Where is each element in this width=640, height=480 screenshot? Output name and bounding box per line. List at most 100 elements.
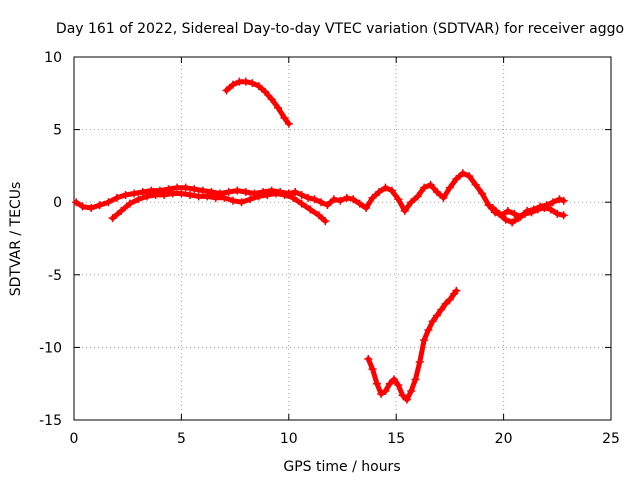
data-point	[368, 365, 377, 374]
data-point	[87, 204, 96, 213]
data-point	[533, 205, 542, 214]
data-point	[224, 188, 233, 197]
data-point	[402, 395, 411, 404]
data-point	[168, 189, 177, 198]
data-point	[488, 204, 497, 213]
data-point	[433, 311, 442, 320]
series-line	[224, 79, 292, 127]
data-point	[228, 80, 237, 89]
data-point	[194, 192, 203, 201]
data-point	[424, 325, 433, 334]
data-point	[130, 189, 139, 198]
data-point	[439, 193, 448, 202]
data-point	[478, 189, 487, 198]
data-point	[394, 195, 403, 204]
data-series	[72, 77, 568, 404]
data-point	[274, 103, 283, 112]
series-right-track-secondary	[488, 204, 568, 227]
data-point	[121, 190, 130, 199]
data-point	[321, 217, 330, 226]
data-point	[284, 119, 293, 128]
data-point	[289, 193, 298, 202]
data-point	[254, 82, 263, 91]
data-point	[501, 215, 510, 224]
data-point	[143, 192, 152, 201]
x-tick-label: 20	[495, 431, 513, 447]
data-point	[297, 190, 306, 199]
data-point	[198, 186, 207, 195]
data-point	[381, 386, 390, 395]
y-tick-label: -5	[48, 268, 62, 284]
data-point	[222, 86, 231, 95]
data-point	[553, 209, 562, 218]
data-point	[220, 193, 229, 202]
data-point	[514, 214, 523, 223]
data-point	[342, 193, 351, 202]
data-point	[527, 208, 536, 217]
data-point	[297, 199, 306, 208]
data-point	[471, 180, 480, 189]
series-line	[365, 288, 459, 403]
data-point	[559, 211, 568, 220]
data-point	[263, 190, 272, 199]
data-point	[559, 196, 568, 205]
y-tick-label: -10	[39, 340, 62, 356]
data-point	[304, 193, 313, 202]
data-point	[261, 87, 270, 96]
data-point	[445, 183, 454, 192]
data-point	[411, 375, 420, 384]
data-point	[510, 209, 519, 218]
y-tick-label: -15	[39, 413, 62, 429]
data-point	[151, 190, 160, 199]
data-point	[248, 79, 257, 88]
data-point	[317, 198, 326, 207]
data-point	[387, 186, 396, 195]
data-point	[134, 195, 143, 204]
data-point	[437, 305, 446, 314]
data-point	[555, 195, 564, 204]
y-axis-label: SDTVAR / TECUs	[8, 182, 24, 297]
data-point	[445, 295, 454, 304]
data-point	[271, 189, 280, 198]
data-point	[108, 214, 117, 223]
data-point	[323, 201, 332, 210]
grid-lines	[74, 57, 611, 420]
data-point	[394, 381, 403, 390]
y-tick-label: 5	[53, 123, 62, 139]
data-point	[112, 193, 121, 202]
data-point	[452, 286, 461, 295]
data-point	[125, 199, 134, 208]
data-point	[203, 192, 212, 201]
series-main-track-secondary	[108, 189, 330, 226]
data-point	[465, 172, 474, 181]
data-point	[441, 299, 450, 308]
data-point	[355, 199, 364, 208]
data-point	[72, 198, 81, 207]
data-point	[407, 198, 416, 207]
x-tick-label: 5	[177, 431, 186, 447]
x-tick-label: 15	[387, 431, 405, 447]
plot-frame	[73, 56, 612, 421]
data-point	[177, 189, 186, 198]
tick-labels: 0 5 10 15 20 25 -15 -10 -5 0 5 10	[39, 50, 620, 447]
data-point	[398, 391, 407, 400]
data-point	[117, 206, 126, 215]
data-point	[291, 188, 300, 197]
x-axis-label: GPS time / hours	[283, 459, 400, 475]
data-point	[267, 95, 276, 104]
data-point	[420, 183, 429, 192]
chart-title: Day 161 of 2022, Sidereal Day-to-day VTE…	[56, 21, 624, 37]
data-point	[407, 386, 416, 395]
data-point	[503, 206, 512, 215]
data-point	[385, 379, 394, 388]
data-point	[237, 198, 246, 207]
data-point	[508, 218, 517, 227]
data-point	[426, 180, 435, 189]
data-point	[336, 196, 345, 205]
data-point	[458, 169, 467, 178]
data-point	[228, 196, 237, 205]
data-point	[241, 188, 250, 197]
data-point	[362, 204, 371, 213]
data-point	[368, 193, 377, 202]
data-point	[173, 183, 182, 192]
